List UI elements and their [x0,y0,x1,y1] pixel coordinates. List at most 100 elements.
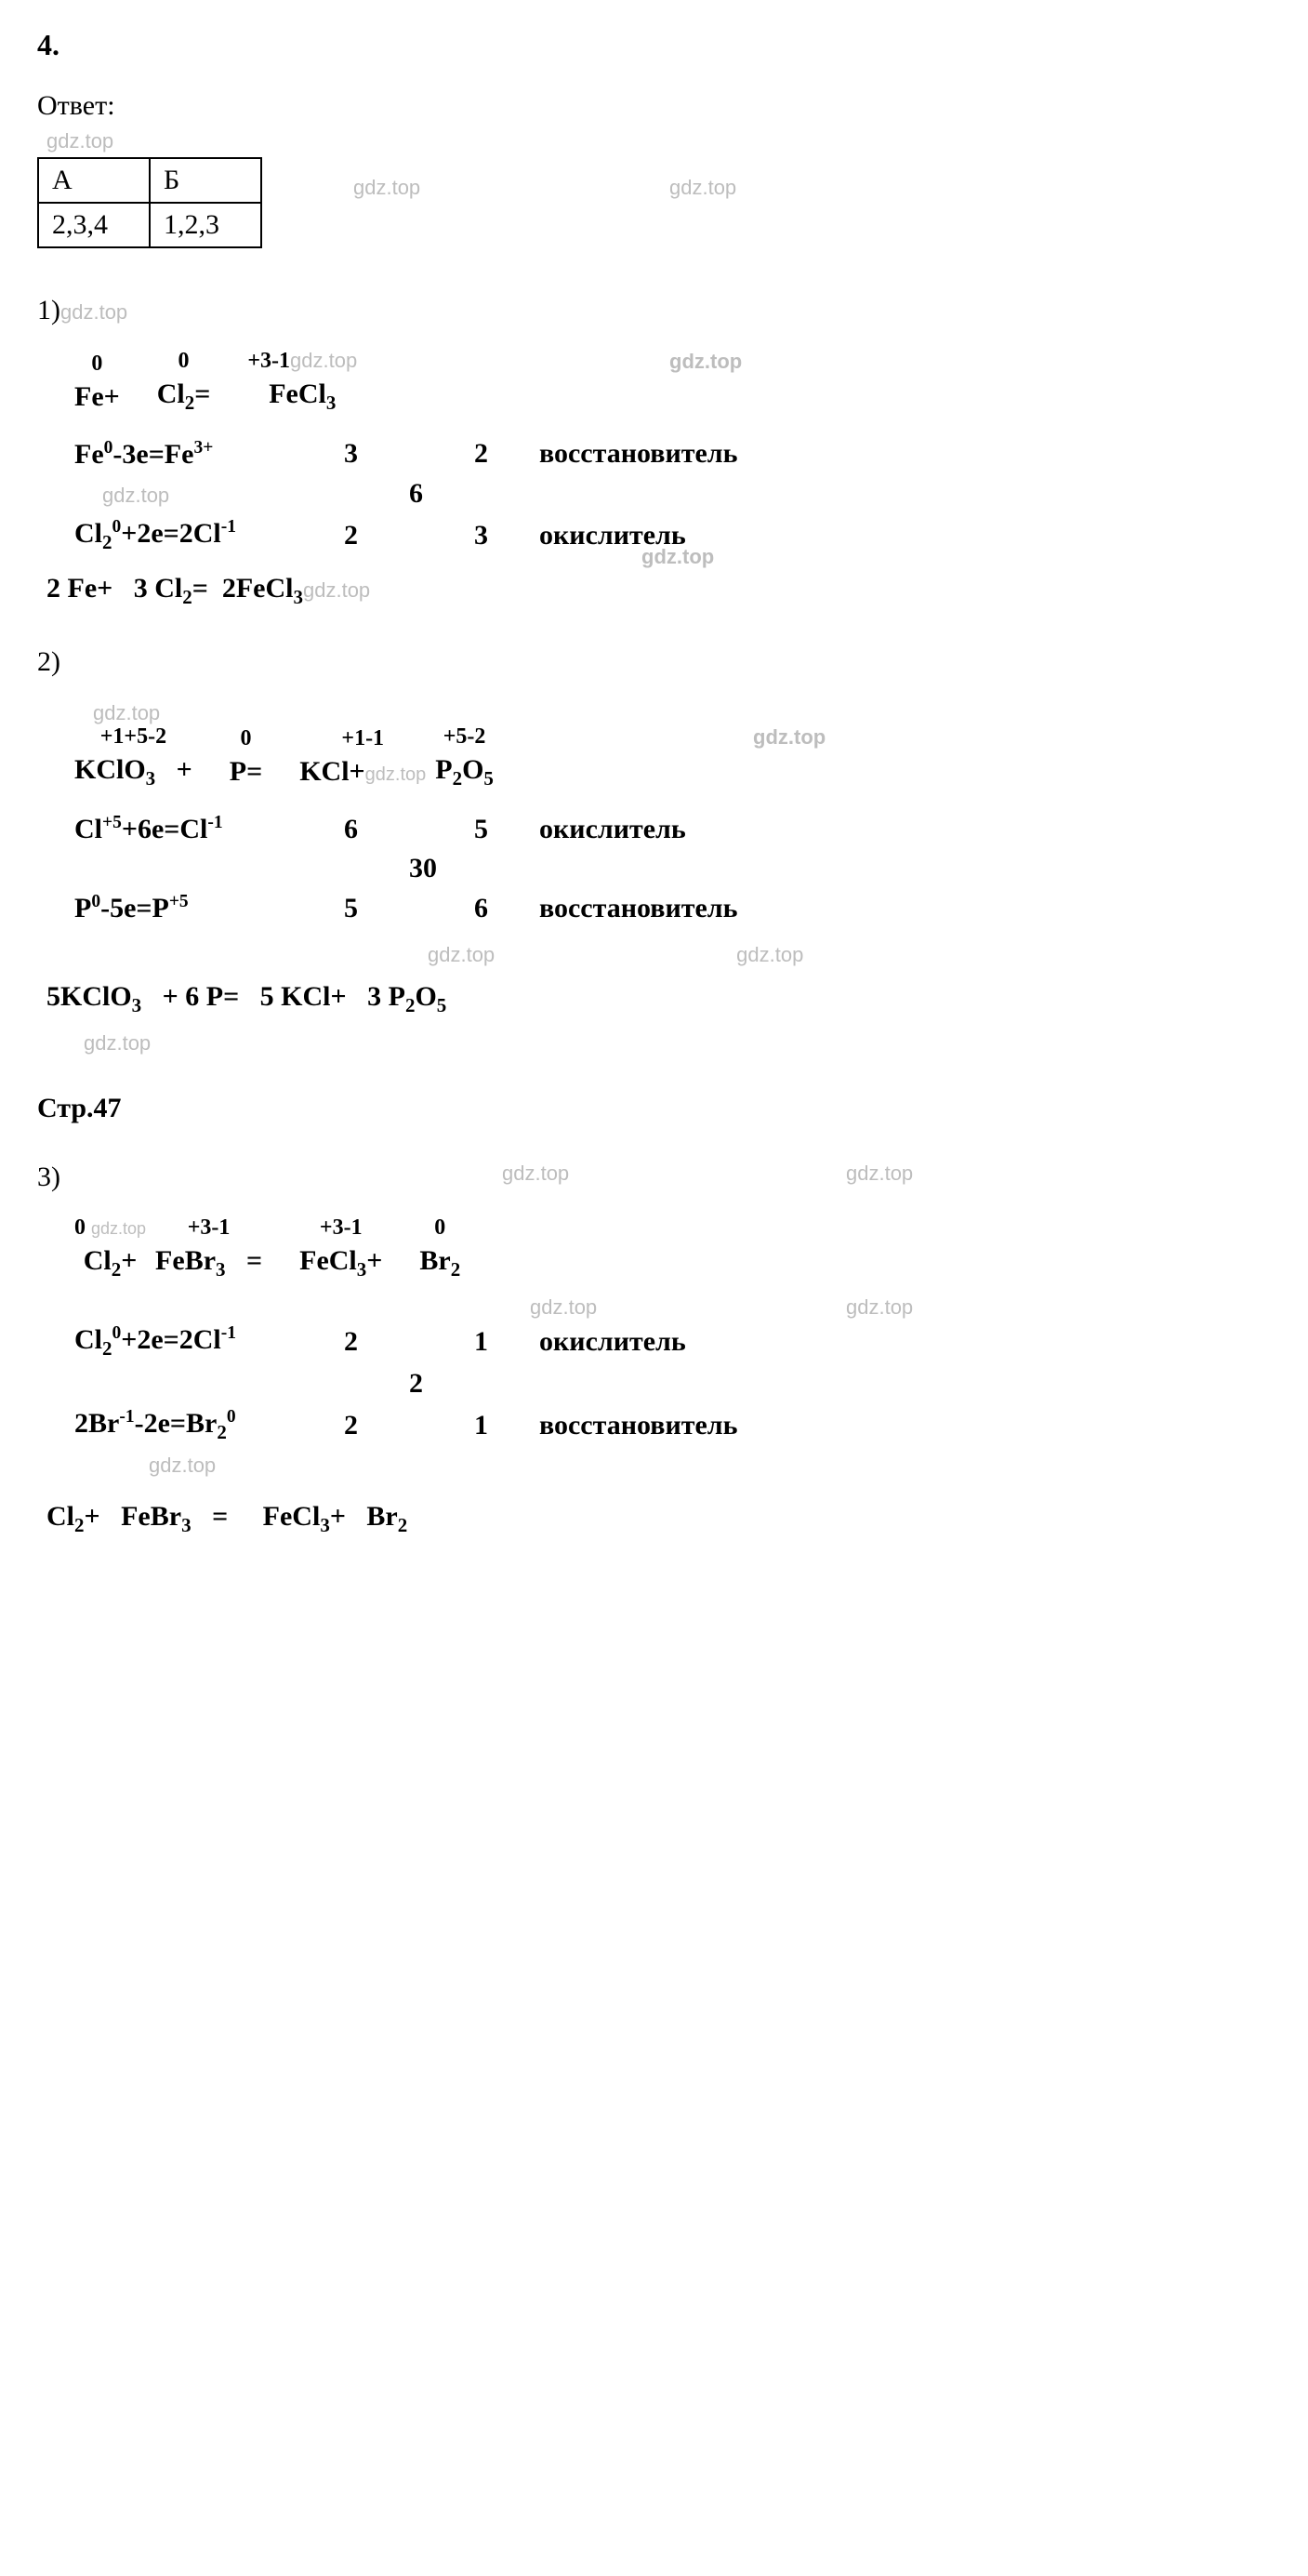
cell-a: 2,3,4 [38,203,150,247]
species: Br2 [419,1239,460,1286]
species: KClO3 + [74,748,192,795]
species-stack: 0 Br2 [419,1216,460,1286]
watermark: gdz.top [303,578,370,602]
section-3-equation: 0 gdz.top Cl2+ +3-1 FeBr3 = +3-1 FeCl3+ … [74,1216,1271,1286]
half-reaction: Fe0-3e=Fe3+ [74,438,344,471]
role-label: восстановитель [539,1410,1271,1441]
watermark: gdz.top [84,1031,1271,1056]
role-label: окислитель [539,1326,1271,1358]
coef: 5 [474,814,539,845]
coef: 1 [474,1410,539,1441]
section-number: 3) [37,1162,60,1192]
coef: 5 [344,893,409,924]
table-row: 2,3,4 1,2,3 [38,203,261,247]
species-stack: +3-1gdz.top FeCl3 [247,350,357,419]
watermark-row: gdz.top gdz.top [428,943,1271,967]
watermark: gdz.top [846,1162,913,1186]
oxidation-state: 0 [91,352,102,375]
watermark: gdz.top [60,300,127,324]
species-stack: 0 gdz.top Cl2+ [74,1216,146,1286]
oxidation-state: +3-1gdz.top [247,350,357,372]
section-3-balance: Cl20+2e=2Cl-1 2 1 окислитель 2 2Br-1-2e=… [74,1323,1271,1444]
coef: 3 [344,438,409,470]
half-reaction: Cl20+2e=2Cl-1 [74,1323,344,1361]
coef: 6 [344,814,409,845]
species: FeCl3+ [299,1239,382,1286]
oxidation-state: 0 [240,727,251,750]
species: P2O5 [435,748,494,795]
species-stack: +3-1 FeBr3 = [155,1216,262,1286]
oxidation-state: 0 [178,350,190,372]
oxidation-state: +3-1 [320,1216,363,1239]
watermark: gdz.top [669,345,742,378]
section-2-balance: Cl+5+6e=Cl-1 6 5 окислитель 30 P0-5e=P+5… [74,813,1271,924]
watermark: gdz.top [353,176,420,200]
watermark: gdz.top [365,764,427,785]
watermark: gdz.top [530,1295,597,1320]
coef: 2 [344,1410,409,1441]
coef: 3 [474,520,539,551]
coef: 1 [474,1326,539,1358]
lcm: 30 [409,853,474,884]
answer-table-wrap: А Б 2,3,4 1,2,3 gdz.top gdz.top [37,157,1271,248]
species-stack: +1+5-2 KClO3 + [74,725,192,795]
role-label: восстановитель [539,893,1271,924]
oxidation-state: 0 gdz.top [74,1216,146,1239]
watermark: gdz.top [102,484,169,507]
species-stack: 0 Fe+ [74,352,120,419]
coef: 2 [474,438,539,470]
half-reaction: 2Br-1-2e=Br20 [74,1407,344,1444]
species-stack: 0 Cl2= [157,350,211,419]
watermark: gdz.top [753,721,826,753]
half-reaction: Cl+5+6e=Cl-1 [74,813,344,845]
watermark: gdz.top [91,1219,146,1238]
species: FeBr3 = [155,1239,262,1286]
species-stack: 0 P= [230,727,262,794]
table-row: А Б [38,158,261,203]
role-label: восстановитель [539,438,1271,470]
species: FeCl3 [269,372,336,419]
oxidation-state: +5-2 [443,725,486,748]
watermark: gdz.top [149,1454,1271,1478]
section-2-equation: +1+5-2 KClO3 + 0 P= +1-1 KCl+gdz.top +5-… [74,725,1271,795]
section-number: 1) [37,295,60,325]
species: Fe+ [74,375,120,419]
half-reaction: P0-5e=P+5 [74,892,344,924]
oxidation-state: +1-1 [341,727,384,750]
section-3-label: 3) gdz.top gdz.top [37,1162,1271,1193]
watermark: gdz.top [669,176,736,200]
section-2-final: 5KClO3 + 6 P= 5 KCl+ 3 P2O5 [46,981,1271,1017]
lcm: 2 [409,1368,474,1400]
species: Cl2= [157,372,211,419]
watermark: gdz.top [846,1295,913,1320]
header-b: Б [150,158,261,203]
answer-table: А Б 2,3,4 1,2,3 [37,157,262,248]
watermark: gdz.top [93,701,1271,725]
species-stack: +1-1 KCl+gdz.top [299,727,426,794]
species-stack: +3-1 FeCl3+ [299,1216,382,1286]
watermark: gdz.top [46,129,1271,153]
role-label: окислитель [539,814,1271,845]
section-1-label: 1)gdz.top [37,295,1271,326]
section-3-final: Cl2+ FeBr3 = FeCl3+ Br2 [46,1501,1271,1537]
watermark: gdz.top [290,349,357,372]
coef: 6 [474,893,539,924]
species-stack: +5-2 P2O5 [435,725,494,795]
half-reaction: Cl20+2e=2Cl-1 [74,517,344,554]
header-a: А [38,158,150,203]
watermark: gdz.top [641,545,714,569]
cell-b: 1,2,3 [150,203,261,247]
answer-label: Ответ: [37,90,1271,122]
coef: 2 [344,520,409,551]
section-1-equation: 0 Fe+ 0 Cl2= +3-1gdz.top FeCl3 gdz.top [74,350,1271,419]
species: KCl+gdz.top [299,750,426,794]
section-1-final: 2 Fe+ 3 Cl2= 2FeCl3gdz.top [46,573,1271,609]
exercise-number: 4. [37,28,1271,62]
species: P= [230,750,262,794]
watermark: gdz.top [736,943,803,967]
oxidation-state: +3-1 [188,1216,231,1239]
watermark: gdz.top [428,943,495,967]
species: Cl2+ [84,1239,138,1286]
oxidation-state: +1+5-2 [100,725,166,748]
oxidation-state: 0 [434,1216,445,1239]
